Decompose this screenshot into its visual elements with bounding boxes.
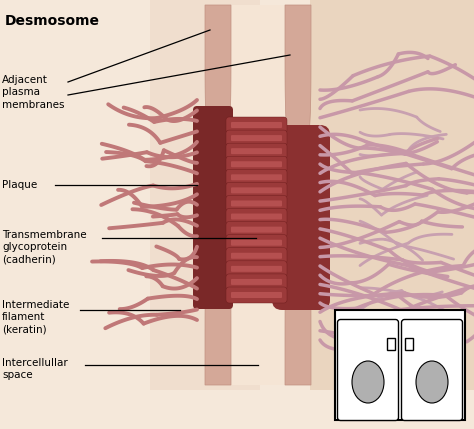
- FancyBboxPatch shape: [226, 287, 287, 303]
- FancyBboxPatch shape: [226, 235, 287, 251]
- FancyBboxPatch shape: [231, 253, 282, 259]
- Text: Intermediate
filament
(keratin): Intermediate filament (keratin): [2, 300, 69, 335]
- FancyBboxPatch shape: [231, 187, 282, 193]
- Polygon shape: [230, 5, 286, 385]
- FancyBboxPatch shape: [226, 196, 287, 211]
- Polygon shape: [335, 310, 465, 420]
- FancyBboxPatch shape: [226, 143, 287, 159]
- FancyBboxPatch shape: [231, 161, 282, 167]
- FancyBboxPatch shape: [231, 240, 282, 246]
- FancyBboxPatch shape: [231, 227, 282, 233]
- FancyBboxPatch shape: [226, 156, 287, 172]
- Text: Desmosome: Desmosome: [5, 14, 100, 28]
- Ellipse shape: [352, 361, 384, 403]
- FancyBboxPatch shape: [401, 320, 463, 420]
- FancyBboxPatch shape: [231, 174, 282, 180]
- FancyBboxPatch shape: [226, 169, 287, 185]
- FancyBboxPatch shape: [226, 182, 287, 198]
- Polygon shape: [310, 0, 474, 390]
- Polygon shape: [285, 5, 311, 385]
- FancyBboxPatch shape: [231, 148, 282, 154]
- FancyBboxPatch shape: [226, 130, 287, 146]
- FancyBboxPatch shape: [226, 222, 287, 238]
- FancyBboxPatch shape: [226, 117, 287, 133]
- FancyBboxPatch shape: [231, 122, 282, 128]
- Ellipse shape: [416, 361, 448, 403]
- Text: Adjacent
plasma
membranes: Adjacent plasma membranes: [2, 75, 64, 110]
- FancyBboxPatch shape: [231, 292, 282, 298]
- FancyBboxPatch shape: [231, 214, 282, 220]
- FancyBboxPatch shape: [226, 248, 287, 264]
- Text: Intercellullar
space: Intercellullar space: [2, 358, 68, 381]
- FancyBboxPatch shape: [231, 266, 282, 272]
- Text: Transmembrane
glycoprotein
(cadherin): Transmembrane glycoprotein (cadherin): [2, 230, 87, 265]
- FancyBboxPatch shape: [226, 261, 287, 277]
- FancyBboxPatch shape: [272, 125, 330, 310]
- Text: Plaque: Plaque: [2, 180, 37, 190]
- Polygon shape: [150, 0, 260, 390]
- FancyBboxPatch shape: [231, 135, 282, 141]
- FancyBboxPatch shape: [226, 208, 287, 224]
- FancyBboxPatch shape: [226, 274, 287, 290]
- FancyBboxPatch shape: [231, 200, 282, 206]
- FancyBboxPatch shape: [337, 320, 399, 420]
- Polygon shape: [205, 5, 231, 385]
- FancyBboxPatch shape: [231, 279, 282, 285]
- Polygon shape: [150, 0, 474, 390]
- FancyBboxPatch shape: [193, 106, 233, 309]
